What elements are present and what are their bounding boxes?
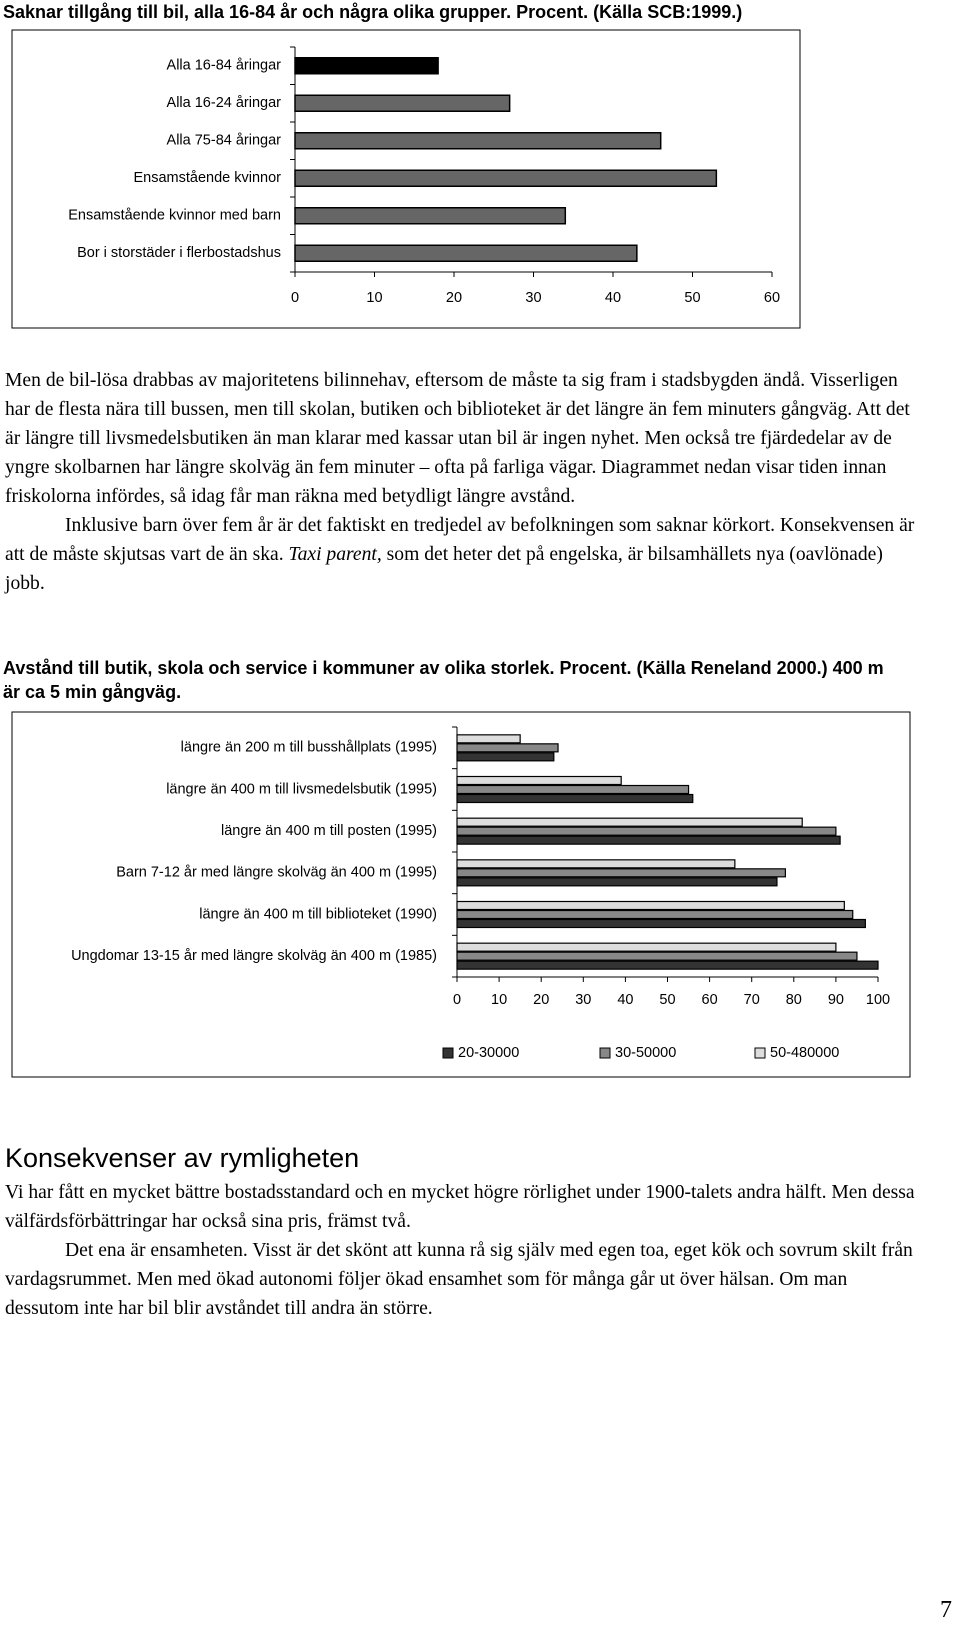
x-tick-label: 60 — [764, 290, 780, 306]
text: som det heter det på engelska, är bilsam… — [5, 544, 883, 594]
bar — [294, 57, 439, 75]
text: Inklusive barn över fem år är det faktis… — [5, 515, 915, 565]
bar — [456, 835, 841, 845]
paragraph: Vi har fått en mycket bättre bostadsstan… — [5, 1178, 920, 1323]
category-label: Alla 16-84 åringar — [167, 58, 282, 74]
x-tick-label: 10 — [366, 290, 382, 306]
x-tick-label: 50 — [684, 290, 700, 306]
x-tick-label: 40 — [605, 290, 621, 306]
category-label: Ungdomar 13-15 år med längre skolväg än … — [71, 948, 437, 964]
bar — [456, 942, 837, 952]
category-label: Alla 16-24 åringar — [167, 95, 282, 111]
x-tick-label: 30 — [525, 290, 541, 306]
legend-swatch — [442, 1047, 454, 1059]
bar — [456, 909, 854, 920]
bar — [294, 169, 718, 187]
paragraph: Men de bil-lösa drabbas av majoritetens … — [5, 366, 920, 598]
text: Vi har fått en mycket bättre bostadsstan… — [5, 1182, 915, 1232]
x-tick-label: 20 — [533, 992, 549, 1008]
page-number: 7 — [940, 1597, 952, 1623]
x-tick-label: 10 — [491, 992, 507, 1008]
text: Det ena är ensamheten. Visst är det skön… — [5, 1240, 913, 1319]
bar — [456, 793, 694, 804]
x-tick-label: 80 — [786, 992, 802, 1008]
legend-label: 50-480000 — [770, 1045, 839, 1061]
bar — [456, 951, 858, 961]
category-label: Ensamstående kvinnor — [134, 170, 282, 186]
x-tick-label: 60 — [702, 992, 718, 1008]
bar — [456, 859, 736, 869]
legend-label: 20-30000 — [458, 1045, 519, 1061]
x-tick-label: 0 — [453, 992, 461, 1008]
bar — [456, 752, 555, 762]
x-tick-label: 100 — [866, 992, 890, 1008]
bar — [456, 826, 837, 836]
bar — [294, 94, 511, 112]
x-tick-label: 30 — [575, 992, 591, 1008]
charts: 0 10 20 30 40 50 60 Alla 16-84 åringar Alla 16-2… — [11, 29, 911, 1078]
chart-frame — [11, 29, 801, 329]
category-label: Barn 7-12 år med längre skolväg än 400 m… — [116, 865, 437, 881]
heading: Konsekvenser av rymligheten — [5, 1143, 360, 1173]
legend-swatch — [599, 1047, 611, 1059]
bar — [456, 775, 622, 786]
chart-title: Avstånd till butik, skola och service i … — [3, 658, 884, 702]
x-tick-label: 40 — [617, 992, 633, 1008]
category-label: längre än 200 m till busshållplats (1995… — [181, 740, 437, 756]
category-label: Alla 75-84 åringar — [167, 133, 282, 149]
bar — [456, 877, 778, 887]
x-tick-label: 0 — [291, 290, 299, 306]
text: Inklusive barn över fem år är det faktis… — [5, 511, 920, 598]
bar — [294, 207, 567, 225]
chart-frame — [11, 711, 911, 1078]
category-label: längre än 400 m till livsmedelsbutik (19… — [166, 781, 437, 797]
bar — [456, 784, 690, 795]
bar — [456, 743, 559, 753]
bar — [456, 918, 866, 929]
category-label: Bor i storstäder i flerbostadshus — [77, 245, 281, 261]
x-tick-label: 50 — [659, 992, 675, 1008]
legend-label: 30-50000 — [615, 1045, 676, 1061]
chart-title: Saknar tillgång till bil, alla 16-84 år … — [3, 2, 743, 22]
x-tick-label: 90 — [828, 992, 844, 1008]
bar — [456, 900, 845, 911]
bar — [456, 817, 803, 827]
bar — [456, 734, 521, 744]
text: Men de bil-lösa drabbas av majoritetens … — [5, 370, 910, 507]
italic-text: Taxi parent, — [288, 544, 382, 565]
x-tick-label: 20 — [446, 290, 462, 306]
legend-swatch — [754, 1047, 766, 1059]
bar — [294, 132, 662, 150]
category-label: Ensamstående kvinnor med barn — [68, 208, 281, 224]
category-label: längre än 400 m till posten (1995) — [221, 823, 437, 839]
bar — [294, 244, 638, 262]
x-tick-label: 70 — [744, 992, 760, 1008]
bar — [456, 868, 786, 878]
category-label: längre än 400 m till biblioteket (1990) — [199, 906, 437, 922]
bar — [456, 960, 879, 970]
